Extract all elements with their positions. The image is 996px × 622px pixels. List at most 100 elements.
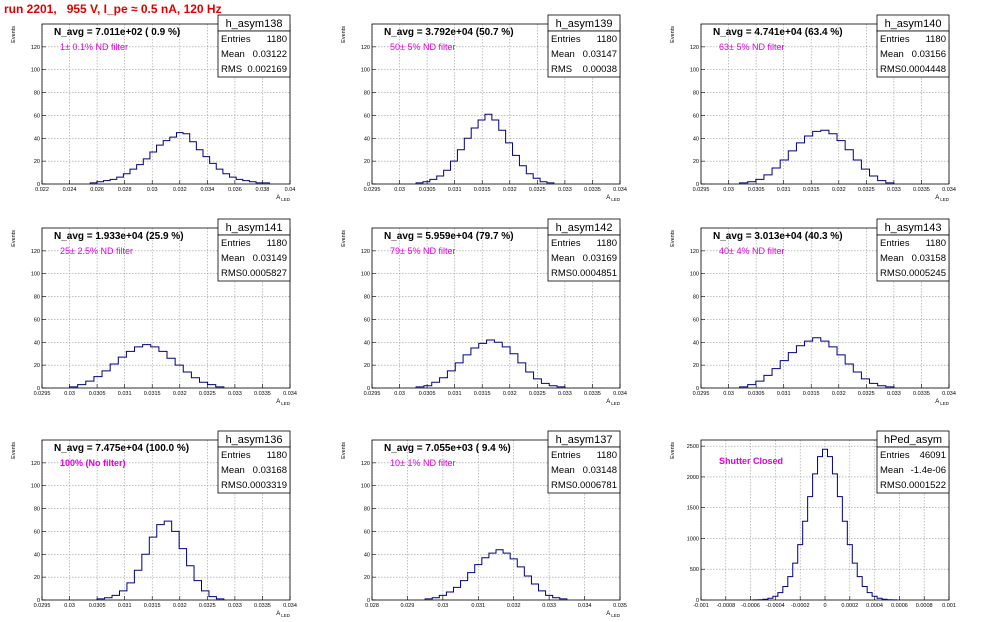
- histogram-bin: [503, 553, 510, 600]
- histogram-bin: [243, 181, 250, 184]
- y-axis-label: Events: [670, 26, 676, 43]
- x-tick-label: 0.028: [365, 603, 379, 609]
- x-tick-label: 0.03: [64, 391, 75, 397]
- y-tick-label: 20: [364, 575, 370, 581]
- y-tick-label: 60: [34, 317, 40, 323]
- y-tick-label: 80: [34, 507, 40, 513]
- navg-label: N_avg = 3.013e+04 (40.3 %): [713, 231, 843, 242]
- y-tick-label: 100: [31, 272, 40, 278]
- y-tick-label: 0: [37, 386, 40, 392]
- histogram-bin: [870, 176, 878, 184]
- plot-frame: [41, 23, 291, 185]
- histogram-bin: [487, 340, 495, 388]
- histogram-bin: [119, 591, 126, 600]
- stats-value: 46091: [920, 450, 946, 461]
- stats-value: 1180: [267, 450, 287, 461]
- y-tick-label: 80: [364, 507, 370, 513]
- x-tick-label: 0.03: [394, 391, 405, 397]
- y-tick-label: 120: [361, 45, 370, 51]
- y-tick-label: 120: [361, 461, 370, 467]
- stats-label: Mean: [880, 253, 904, 264]
- histogram-bin: [560, 599, 567, 600]
- filter-label: Shutter Closed: [719, 456, 783, 466]
- filter-label: 50± 5% ND filter: [390, 42, 455, 52]
- stats-value: 0.0001522: [901, 480, 946, 491]
- histogram-bin: [457, 150, 464, 184]
- histogram-bin: [179, 549, 186, 600]
- histogram-bin: [763, 599, 768, 600]
- x-tick-label: 0.031: [118, 603, 132, 609]
- x-tick-label: 0.031: [471, 603, 485, 609]
- histogram-bin: [236, 179, 243, 184]
- stats-value: 1180: [597, 34, 617, 45]
- x-tick-label: 0.03: [394, 187, 405, 193]
- x-tick-label: 0.0295: [693, 187, 710, 193]
- x-tick-label: 0.031: [777, 391, 791, 397]
- x-tick-label: 0.0295: [693, 391, 710, 397]
- x-tick-label: 0.034: [200, 187, 214, 193]
- histogram-bin: [485, 114, 492, 184]
- histogram-bin: [70, 387, 78, 388]
- histogram-bin: [430, 179, 437, 184]
- y-tick-label: 80: [693, 91, 699, 97]
- histogram-bin: [151, 347, 159, 388]
- histogram-bin: [492, 120, 499, 184]
- x-tick-label: 0.0325: [529, 187, 546, 193]
- histogram-bin: [823, 449, 828, 600]
- stats-label: Mean: [880, 465, 904, 476]
- stats-title: h_asym138: [226, 18, 283, 30]
- x-axis-label: ALED: [935, 399, 950, 406]
- histogram-bin: [172, 531, 179, 600]
- x-tick-label: 0.024: [63, 187, 77, 193]
- y-tick-label: 0: [696, 598, 699, 604]
- y-tick-label: 100: [690, 272, 699, 278]
- x-tick-label: 0.034: [283, 391, 297, 397]
- stats-title: hPed_asym: [884, 434, 942, 446]
- plot-frame: [41, 227, 291, 389]
- stats-value: 0.0005245: [901, 268, 946, 279]
- x-tick-label: 0.033: [887, 391, 901, 397]
- x-tick-label: 0.0295: [364, 187, 381, 193]
- x-tick-label: 0.029: [401, 603, 415, 609]
- y-tick-label: 40: [364, 340, 370, 346]
- stats-value: 1180: [597, 450, 617, 461]
- y-tick-label: 20: [34, 575, 40, 581]
- histogram-bin: [813, 338, 821, 388]
- x-tick-label: 0.0335: [254, 391, 271, 397]
- y-tick-label: 120: [31, 45, 40, 51]
- navg-label: N_avg = 5.959e+04 (79.7 %): [384, 231, 514, 242]
- histogram-bin: [796, 346, 804, 388]
- x-tick-label: -0.0002: [791, 603, 810, 609]
- x-tick-label: 0.0004: [866, 603, 883, 609]
- y-tick-label: 500: [690, 567, 699, 573]
- histogram-bin: [432, 598, 439, 600]
- y-tick-label: 40: [693, 340, 699, 346]
- plot-frame: [41, 439, 291, 601]
- histogram-bin: [783, 586, 788, 600]
- filter-label: 100% (No filter): [60, 458, 126, 468]
- histogram-bin: [821, 341, 829, 388]
- x-tick-label: 0.034: [942, 391, 956, 397]
- y-tick-label: 2500: [687, 444, 699, 450]
- histogram-bin: [857, 577, 862, 600]
- y-tick-label: 100: [361, 68, 370, 74]
- histogram-bin: [159, 351, 167, 388]
- histogram-panel-h_asym139: 0.0295 0.03 0.0305 0.031 0.0315 0.032 0.0325 0.…: [341, 14, 627, 202]
- x-tick-label: 0.0305: [89, 603, 106, 609]
- x-tick-label: 0.0315: [474, 391, 491, 397]
- x-tick-label: 0.035: [613, 603, 627, 609]
- histogram-bin: [778, 593, 783, 600]
- histogram-bin: [123, 174, 130, 184]
- y-tick-label: 60: [34, 113, 40, 119]
- x-tick-label: -0.0008: [716, 603, 735, 609]
- stats-value: 0.0003319: [242, 480, 287, 491]
- stats-label: Entries: [551, 450, 581, 461]
- histogram-bin: [103, 181, 110, 184]
- stats-value: -1.4e-06: [911, 465, 946, 476]
- histogram-bin: [446, 592, 453, 600]
- x-tick-label: 0.0335: [584, 187, 601, 193]
- y-tick-label: 80: [364, 91, 370, 97]
- histogram-bin: [471, 348, 479, 388]
- x-axis-label: ALED: [606, 195, 621, 202]
- histogram-bin: [471, 128, 478, 184]
